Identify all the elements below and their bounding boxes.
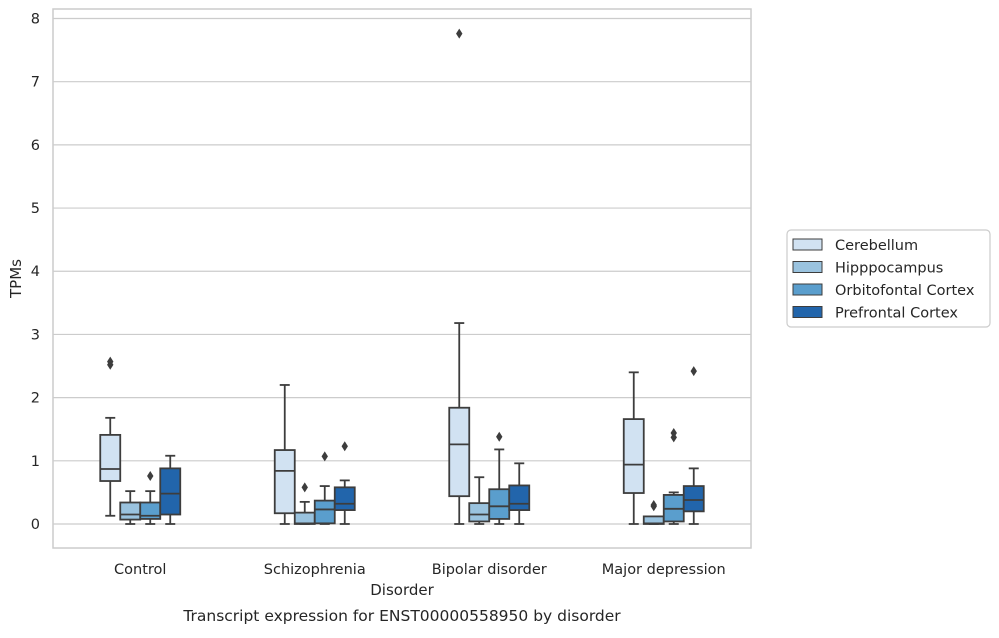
y-tick-label: 0 [31, 517, 40, 533]
legend-label: Orbitofontal Cortex [835, 283, 975, 299]
box-body [99, 433, 122, 482]
outlier-point [341, 441, 348, 452]
box-body [448, 406, 471, 498]
legend-swatch [792, 283, 823, 296]
outlier-point [650, 500, 657, 511]
x-tick-label: Bipolar disorder [432, 562, 547, 578]
box-prefrontal-cortex [682, 366, 705, 525]
box-hipppocampus [642, 500, 665, 525]
legend-swatch [792, 238, 823, 251]
outlier-point [301, 482, 308, 493]
box-cerebellum [448, 28, 471, 525]
box-body [293, 511, 316, 525]
y-tick-label: 7 [31, 75, 40, 91]
box-cerebellum [99, 356, 122, 517]
box-body [119, 501, 142, 521]
box-body [488, 488, 511, 520]
x-axis-label: Disorder [370, 581, 434, 599]
legend-frame [786, 229, 991, 328]
legend-label: Cerebellum [835, 238, 918, 254]
box-prefrontal-cortex [333, 441, 356, 525]
y-tick-label: 3 [31, 327, 40, 343]
box-orbitofontal-cortex [662, 427, 685, 525]
box-body [682, 485, 705, 513]
box-body [622, 418, 645, 494]
outlier-point [496, 431, 503, 442]
box-orbitofontal-cortex [488, 431, 511, 525]
outlier-point [321, 451, 328, 462]
legend-swatch [792, 306, 823, 318]
box-body [159, 467, 182, 516]
box-orbitofontal-cortex [139, 470, 162, 525]
x-tick-label: Schizophrenia [264, 562, 366, 578]
y-tick-label: 6 [31, 138, 40, 154]
box-body [508, 484, 531, 511]
x-tick-label: Major depression [602, 562, 726, 578]
box-body [273, 449, 296, 515]
outlier-point [147, 470, 154, 481]
box-prefrontal-cortex [508, 462, 531, 525]
box-cerebellum [273, 384, 296, 525]
box-hipppocampus [293, 482, 316, 525]
y-tick-labels: 0 1 2 3 4 5 6 7 8 [31, 11, 40, 533]
box-hipppocampus [468, 476, 491, 525]
box-body [468, 502, 491, 523]
box-cerebellum [622, 371, 645, 525]
box-hipppocampus [119, 490, 142, 525]
box-orbitofontal-cortex [313, 451, 336, 525]
x-tick-labels: Control Schizophrenia Bipolar disorder Majo… [114, 562, 726, 578]
outlier-point [670, 427, 677, 438]
legend-label: Prefrontal Cortex [835, 306, 958, 322]
y-tick-label: 8 [31, 11, 40, 27]
outlier-point [107, 356, 114, 367]
grid-lines [53, 17, 751, 525]
y-tick-label: 1 [31, 454, 40, 470]
y-tick-label: 2 [31, 391, 40, 407]
y-axis-label: TPMs [7, 259, 25, 299]
outlier-point [456, 28, 463, 39]
box-body [333, 486, 356, 511]
plot-frame [52, 8, 752, 549]
outlier-point [690, 366, 697, 377]
chart-title: Transcript expression for ENST0000055895… [182, 607, 621, 625]
legend: Cerebellum Hipppocampus Orbitofontal Corte… [786, 229, 991, 328]
x-tick-label: Control [114, 562, 166, 578]
box-groups [99, 28, 705, 525]
box-body [313, 499, 336, 525]
y-tick-label: 4 [31, 264, 40, 280]
y-tick-label: 5 [31, 201, 40, 217]
legend-label: Hipppocampus [835, 261, 943, 277]
box-prefrontal-cortex [159, 454, 182, 525]
legend-swatch [792, 261, 823, 273]
